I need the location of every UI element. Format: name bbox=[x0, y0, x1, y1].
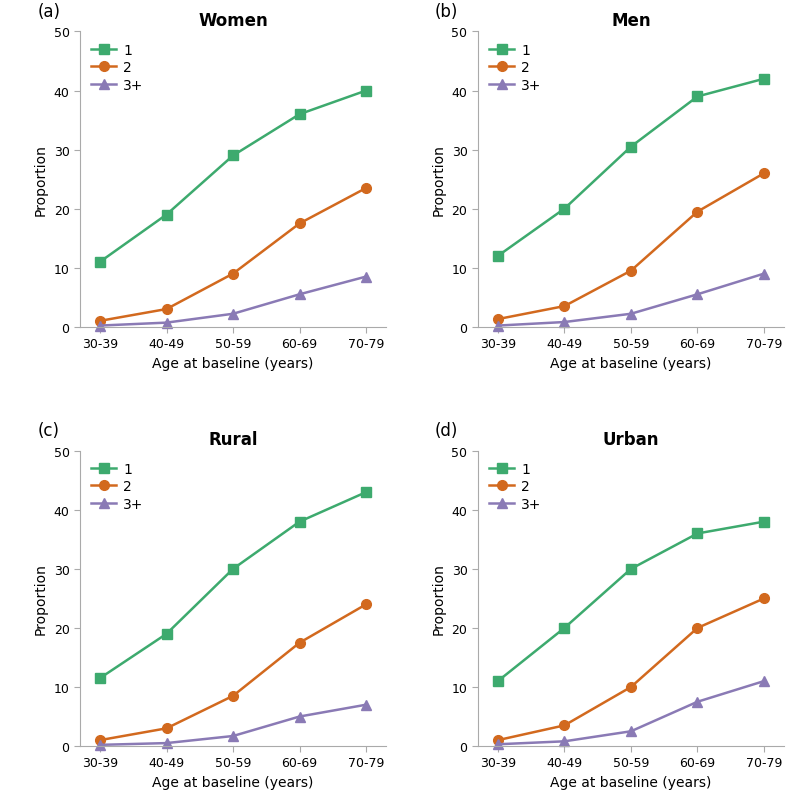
Legend: 1, 2, 3+: 1, 2, 3+ bbox=[86, 38, 149, 98]
2 bbox=[228, 691, 238, 701]
3+ bbox=[95, 321, 105, 331]
2 bbox=[162, 305, 171, 315]
1 bbox=[294, 517, 304, 527]
3+ bbox=[759, 269, 769, 279]
1 bbox=[626, 143, 636, 152]
Line: 2: 2 bbox=[493, 169, 769, 324]
1 bbox=[95, 673, 105, 683]
3+ bbox=[362, 272, 371, 282]
1 bbox=[362, 87, 371, 97]
X-axis label: Age at baseline (years): Age at baseline (years) bbox=[152, 775, 314, 789]
1 bbox=[693, 92, 702, 102]
Line: 1: 1 bbox=[95, 87, 371, 268]
1 bbox=[759, 75, 769, 84]
2 bbox=[560, 721, 570, 731]
2 bbox=[362, 599, 371, 609]
3+ bbox=[493, 321, 502, 331]
1 bbox=[560, 624, 570, 633]
2 bbox=[759, 169, 769, 179]
Line: 1: 1 bbox=[493, 517, 769, 686]
2 bbox=[294, 638, 304, 648]
Text: (a): (a) bbox=[37, 2, 60, 20]
1 bbox=[162, 210, 171, 220]
2 bbox=[693, 624, 702, 633]
3+ bbox=[626, 310, 636, 320]
Line: 3+: 3+ bbox=[493, 676, 769, 749]
Line: 2: 2 bbox=[95, 184, 371, 326]
Legend: 1, 2, 3+: 1, 2, 3+ bbox=[86, 457, 149, 517]
Title: Women: Women bbox=[198, 11, 268, 29]
3+ bbox=[560, 318, 570, 328]
Line: 1: 1 bbox=[493, 75, 769, 261]
3+ bbox=[162, 738, 171, 748]
Y-axis label: Proportion: Proportion bbox=[432, 563, 446, 634]
Title: Rural: Rural bbox=[208, 431, 258, 448]
Line: 1: 1 bbox=[95, 487, 371, 683]
1 bbox=[294, 110, 304, 120]
2 bbox=[294, 219, 304, 229]
1 bbox=[493, 676, 502, 686]
Legend: 1, 2, 3+: 1, 2, 3+ bbox=[483, 38, 547, 98]
Y-axis label: Proportion: Proportion bbox=[34, 144, 48, 216]
3+ bbox=[362, 700, 371, 710]
2 bbox=[626, 267, 636, 277]
3+ bbox=[162, 319, 171, 328]
3+ bbox=[228, 310, 238, 320]
1 bbox=[626, 564, 636, 574]
Line: 3+: 3+ bbox=[493, 269, 769, 331]
2 bbox=[493, 315, 502, 324]
3+ bbox=[626, 727, 636, 736]
2 bbox=[362, 184, 371, 194]
Text: (b): (b) bbox=[435, 2, 458, 20]
1 bbox=[228, 152, 238, 161]
Y-axis label: Proportion: Proportion bbox=[34, 563, 48, 634]
1 bbox=[95, 258, 105, 268]
2 bbox=[560, 302, 570, 311]
3+ bbox=[228, 732, 238, 741]
3+ bbox=[693, 290, 702, 300]
3+ bbox=[294, 712, 304, 722]
3+ bbox=[493, 740, 502, 749]
1 bbox=[162, 629, 171, 639]
1 bbox=[362, 487, 371, 497]
3+ bbox=[693, 697, 702, 706]
Title: Men: Men bbox=[611, 11, 650, 29]
2 bbox=[693, 208, 702, 217]
Legend: 1, 2, 3+: 1, 2, 3+ bbox=[483, 457, 547, 517]
3+ bbox=[294, 290, 304, 300]
Line: 3+: 3+ bbox=[95, 272, 371, 331]
2 bbox=[95, 316, 105, 326]
2 bbox=[759, 594, 769, 603]
1 bbox=[693, 529, 702, 539]
3+ bbox=[759, 676, 769, 686]
Text: (d): (d) bbox=[435, 422, 458, 440]
3+ bbox=[560, 736, 570, 746]
Title: Urban: Urban bbox=[602, 431, 659, 448]
Text: (c): (c) bbox=[37, 422, 59, 440]
2 bbox=[95, 736, 105, 745]
3+ bbox=[95, 740, 105, 750]
2 bbox=[162, 723, 171, 733]
Line: 3+: 3+ bbox=[95, 700, 371, 750]
Line: 2: 2 bbox=[95, 599, 371, 745]
X-axis label: Age at baseline (years): Age at baseline (years) bbox=[550, 356, 712, 371]
1 bbox=[228, 564, 238, 574]
2 bbox=[493, 736, 502, 745]
1 bbox=[493, 251, 502, 261]
X-axis label: Age at baseline (years): Age at baseline (years) bbox=[152, 356, 314, 371]
2 bbox=[626, 682, 636, 692]
1 bbox=[560, 204, 570, 214]
2 bbox=[228, 269, 238, 279]
Line: 2: 2 bbox=[493, 594, 769, 745]
X-axis label: Age at baseline (years): Age at baseline (years) bbox=[550, 775, 712, 789]
1 bbox=[759, 517, 769, 527]
Y-axis label: Proportion: Proportion bbox=[432, 144, 446, 216]
